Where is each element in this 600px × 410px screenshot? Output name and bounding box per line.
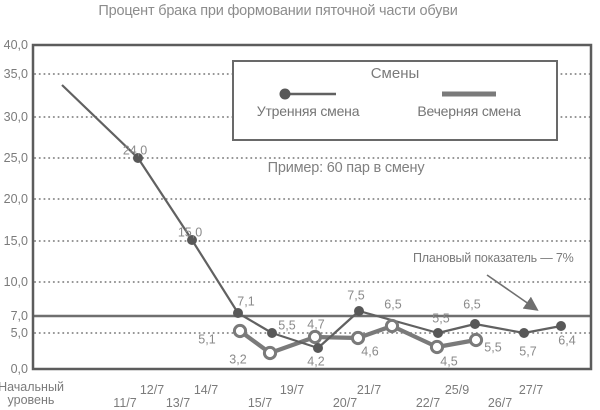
evening-point [350, 330, 366, 346]
x-date-label: 26/7 [488, 396, 512, 410]
evening-point [468, 332, 484, 348]
x-date-label: 12/7 [140, 383, 164, 397]
morning-point [233, 308, 243, 318]
point-label: 4,5 [440, 354, 457, 368]
point-label: 5,5 [484, 340, 501, 354]
point-label: 5,1 [198, 332, 215, 346]
initial-level-label: уровень [8, 393, 55, 407]
evening-point [262, 345, 278, 361]
y-tick-label: 35,0 [4, 67, 28, 81]
evening-point [429, 339, 445, 355]
y-tick-label: 7,0 [11, 309, 28, 323]
point-label: 4,6 [361, 344, 378, 358]
evening-series-marker-icon [442, 91, 497, 97]
initial-level-label: Начальный [0, 380, 64, 394]
x-date-label: 20/7 [333, 396, 357, 410]
y-tick-label: 15,0 [4, 234, 28, 248]
morning-point [470, 319, 480, 329]
example-note: Пример: 60 пар в смену [267, 160, 425, 176]
y-tick-label: 0,0 [11, 362, 28, 376]
point-label: 5,7 [519, 344, 536, 358]
legend: Смены Утренняя смена Вечерняя смена [232, 60, 558, 141]
point-label: 15,0 [178, 225, 202, 239]
point-label: 24,0 [123, 143, 147, 157]
legend-item-label: Утренняя смена [256, 103, 360, 119]
x-date-label: 22/7 [416, 396, 440, 410]
point-label: 6,5 [384, 297, 401, 311]
legend-item-label: Вечерняя смена [417, 103, 521, 119]
evening-point [232, 323, 248, 339]
morning-point [313, 343, 323, 353]
x-date-label: 25/9 [445, 383, 469, 397]
morning-point [267, 328, 277, 338]
legend-item-evening-shift: Вечерняя смена [382, 87, 556, 119]
point-label: 3,2 [229, 352, 246, 366]
morning-point [133, 153, 143, 163]
point-label: 7,1 [237, 294, 254, 308]
morning-point [354, 306, 364, 316]
y-tick-label: 40,0 [4, 38, 28, 52]
x-date-label: 27/7 [519, 383, 543, 397]
point-label: 6,4 [558, 333, 575, 347]
x-date-label: 19/7 [280, 383, 304, 397]
y-tick-label: 5,0 [11, 326, 28, 340]
point-label: 4,2 [307, 354, 324, 368]
y-tick-label: 10,0 [4, 275, 28, 289]
morning-point [433, 328, 443, 338]
plot-border [31, 43, 593, 371]
y-tick-label: 25,0 [4, 151, 28, 165]
point-label: 7,5 [347, 288, 364, 302]
x-date-label: 21/7 [357, 383, 381, 397]
x-date-label: 14/7 [194, 383, 218, 397]
x-date-label: 11/7 [113, 396, 136, 410]
legend-items: Утренняя смена Вечерняя смена [234, 87, 556, 119]
morning-point [556, 321, 566, 331]
point-label: 6,5 [463, 297, 480, 311]
morning-series-marker-icon [279, 88, 337, 100]
chart-title: Процент брака при формовании пяточной ча… [98, 3, 458, 19]
point-label: 5,5 [432, 311, 449, 325]
legend-title: Смены [370, 65, 420, 82]
y-tick-label: 30,0 [4, 110, 28, 124]
legend-item-morning-shift: Утренняя смена [234, 87, 382, 119]
y-tick-label: 20,0 [4, 192, 28, 206]
point-label: 4,7 [307, 317, 324, 331]
evening-point [384, 318, 400, 334]
morning-point [187, 235, 197, 245]
annotation-arrow [486, 274, 539, 311]
x-date-label: 15/7 [248, 396, 272, 410]
point-label: 5,5 [278, 318, 295, 332]
morning-point [519, 328, 529, 338]
target-annotation: Плановый показатель — 7% [413, 251, 574, 265]
x-date-label: 13/7 [166, 396, 190, 410]
evening-point [307, 329, 323, 345]
